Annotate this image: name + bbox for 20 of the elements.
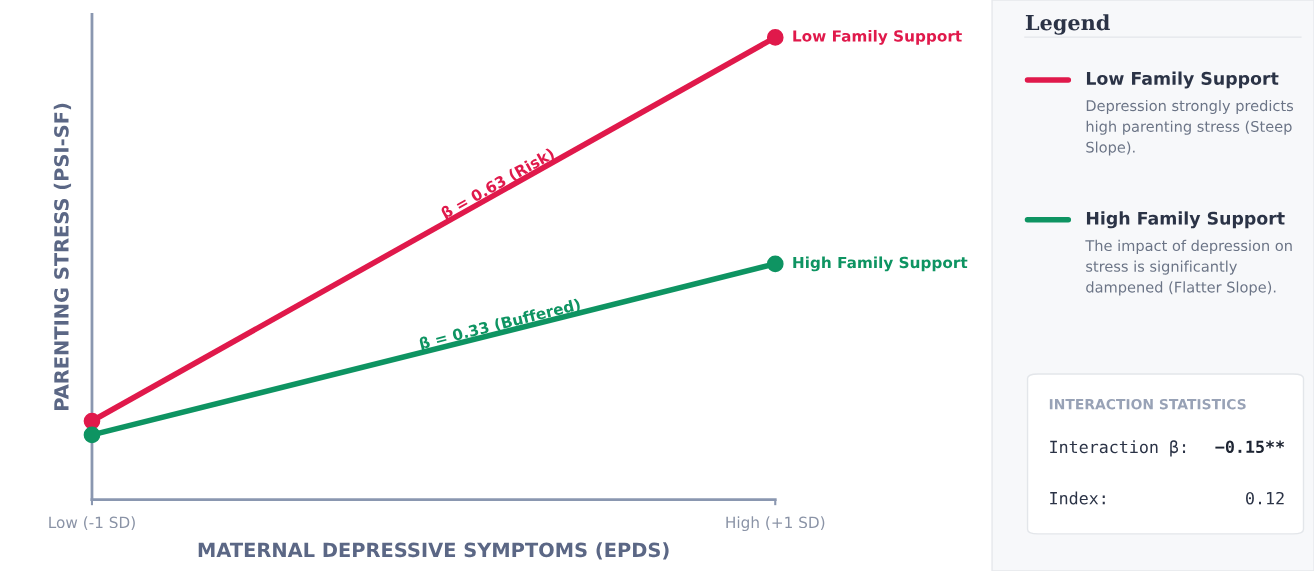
text: INTERACTION STATISTICS	[1049, 398, 1246, 410]
y-axis-title: PARENTING STRESS (PSI-SF)	[53, 103, 72, 410]
text: Depression strongly predicts high parenting stress (Steep Slope).	[1086, 99, 1294, 156]
text: Interaction β:	[1050, 440, 1186, 457]
x-tick-label: Low (-1 SD)	[49, 516, 135, 530]
legend-label: High Family Support	[1086, 211, 1285, 229]
point	[766, 255, 784, 273]
x-tick-label: High (+1 SD)	[726, 516, 825, 532]
text: Index:	[1050, 491, 1105, 505]
text: 0.12	[1246, 491, 1284, 505]
text: The impact of depression on stress is significantly dampened (Flatter Slope).	[1085, 239, 1292, 296]
text: High Family Support	[793, 256, 968, 272]
text: −0.15**	[1215, 440, 1285, 454]
legend-title: Legend	[1025, 14, 1110, 35]
legend-label: Low Family Support	[1086, 71, 1279, 89]
point	[83, 412, 101, 430]
x-axis-title: MATERNAL DEPRESSIVE SYMPTOMS (EPDS)	[198, 542, 669, 560]
text: Low Family Support	[793, 29, 962, 45]
point	[83, 426, 101, 444]
point	[766, 29, 784, 46]
